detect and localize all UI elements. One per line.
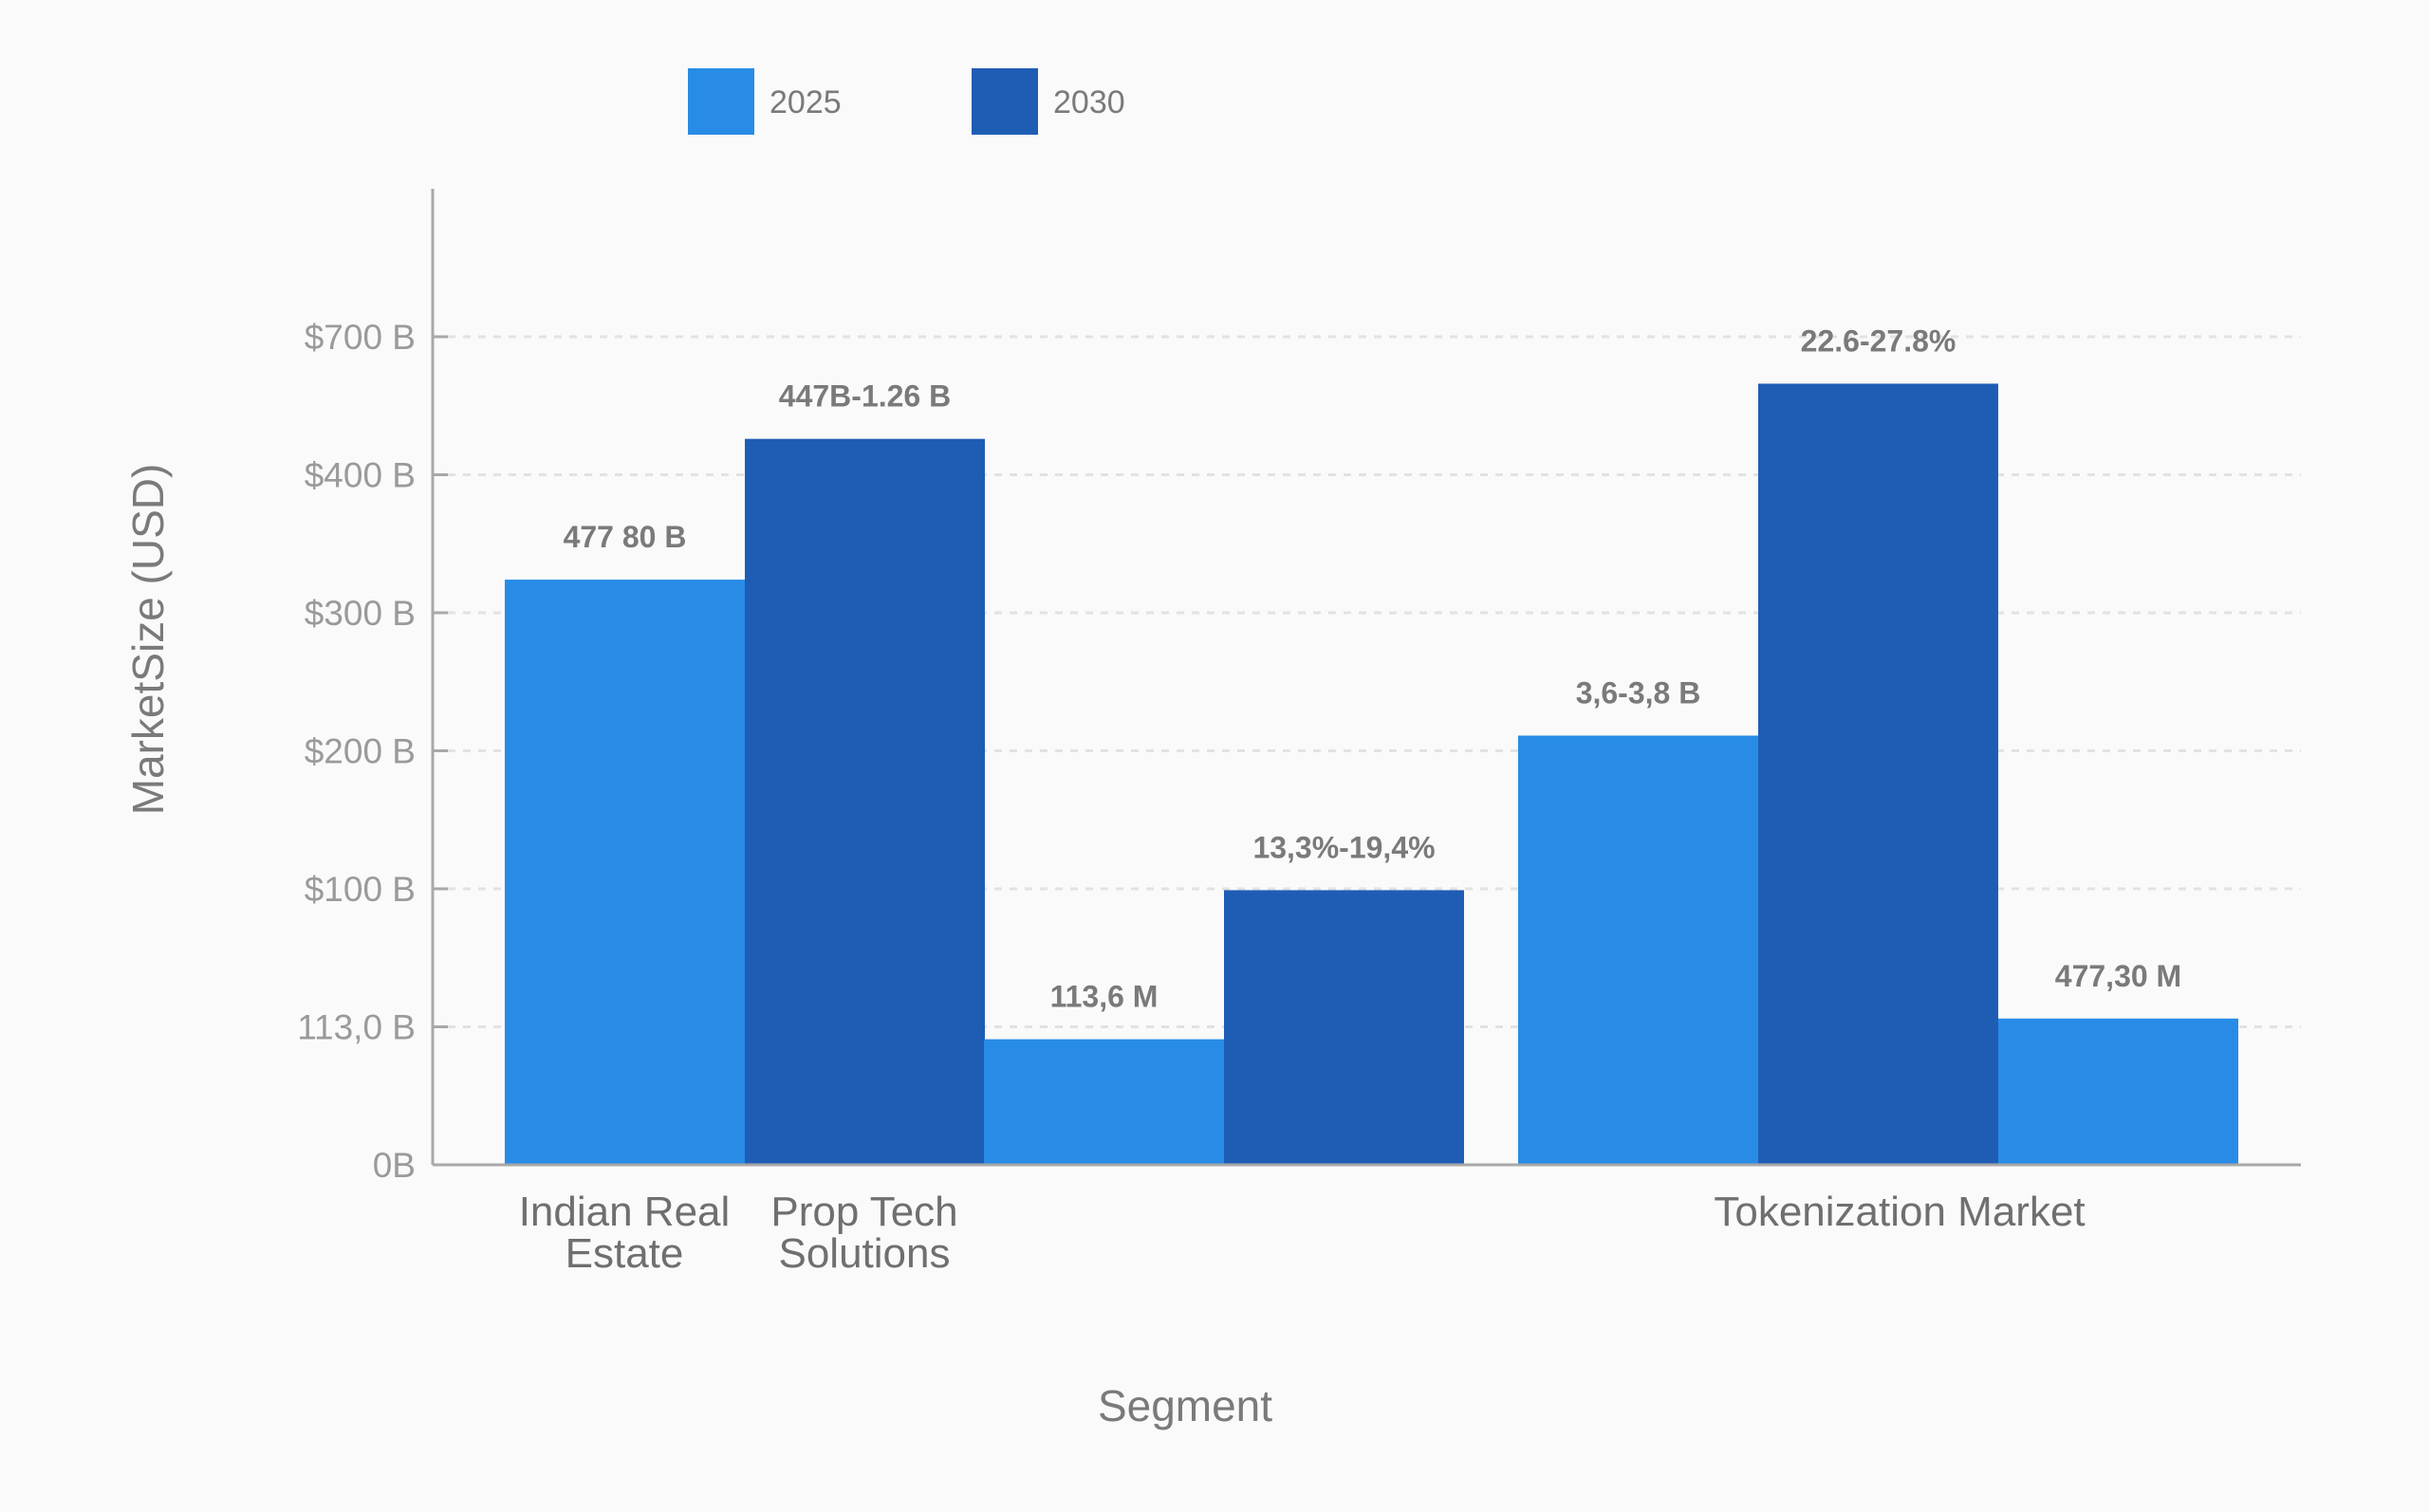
category-label: Solutions xyxy=(778,1230,950,1277)
y-tick-label: $400 B xyxy=(305,456,416,495)
y-axis-title: MarketSize (USD) xyxy=(123,464,173,816)
bar-2025 xyxy=(505,580,745,1165)
data-label: 477,30 M xyxy=(2055,959,2181,993)
data-labels: 477 80 B 447B-1.26 B 113,6 M 13,3%-19,4% 3,6… xyxy=(564,323,2182,1013)
legend-swatch xyxy=(972,68,1038,135)
y-ticks: 0B 113,0 B $100 B $200 B $300 B $400 B $700 B xyxy=(297,318,448,1185)
y-tick-label: 0B xyxy=(373,1146,416,1185)
y-tick-label: 113,0 B xyxy=(297,1008,416,1047)
x-axis-title: Segment xyxy=(1098,1381,1272,1430)
legend: 2025 2030 xyxy=(688,68,1125,135)
category-label: Estate xyxy=(566,1230,684,1277)
bar-2030 xyxy=(1758,383,1998,1166)
y-tick-label: $200 B xyxy=(305,732,416,771)
bar-2025 xyxy=(984,1039,1224,1165)
category-label: Tokenization Market xyxy=(1714,1189,2085,1235)
legend-label: 2030 xyxy=(1053,84,1125,120)
legend-label: 2025 xyxy=(769,84,842,120)
data-label: 477 80 B xyxy=(564,520,687,554)
data-label: 13,3%-19,4% xyxy=(1252,830,1435,864)
bar-2030 xyxy=(1224,890,1464,1165)
data-label: 22.6-27.8% xyxy=(1801,323,1956,358)
category-label: Indian Real xyxy=(519,1189,731,1235)
category-label: Prop Tech xyxy=(770,1189,957,1235)
data-label: 113,6 M xyxy=(1050,980,1159,1014)
y-tick-label: $700 B xyxy=(305,318,416,357)
bar-2030 xyxy=(745,438,985,1165)
bar-2025 xyxy=(1998,1018,2238,1165)
data-label: 447B-1.26 B xyxy=(779,379,951,414)
data-label: 3,6-3,8 B xyxy=(1576,675,1701,710)
y-tick-label: $300 B xyxy=(305,594,416,633)
bar-2025 xyxy=(1518,735,1758,1165)
legend-swatch xyxy=(688,68,754,135)
axes xyxy=(431,189,2301,1167)
y-tick-label: $100 B xyxy=(305,870,416,909)
bars xyxy=(505,383,2238,1166)
